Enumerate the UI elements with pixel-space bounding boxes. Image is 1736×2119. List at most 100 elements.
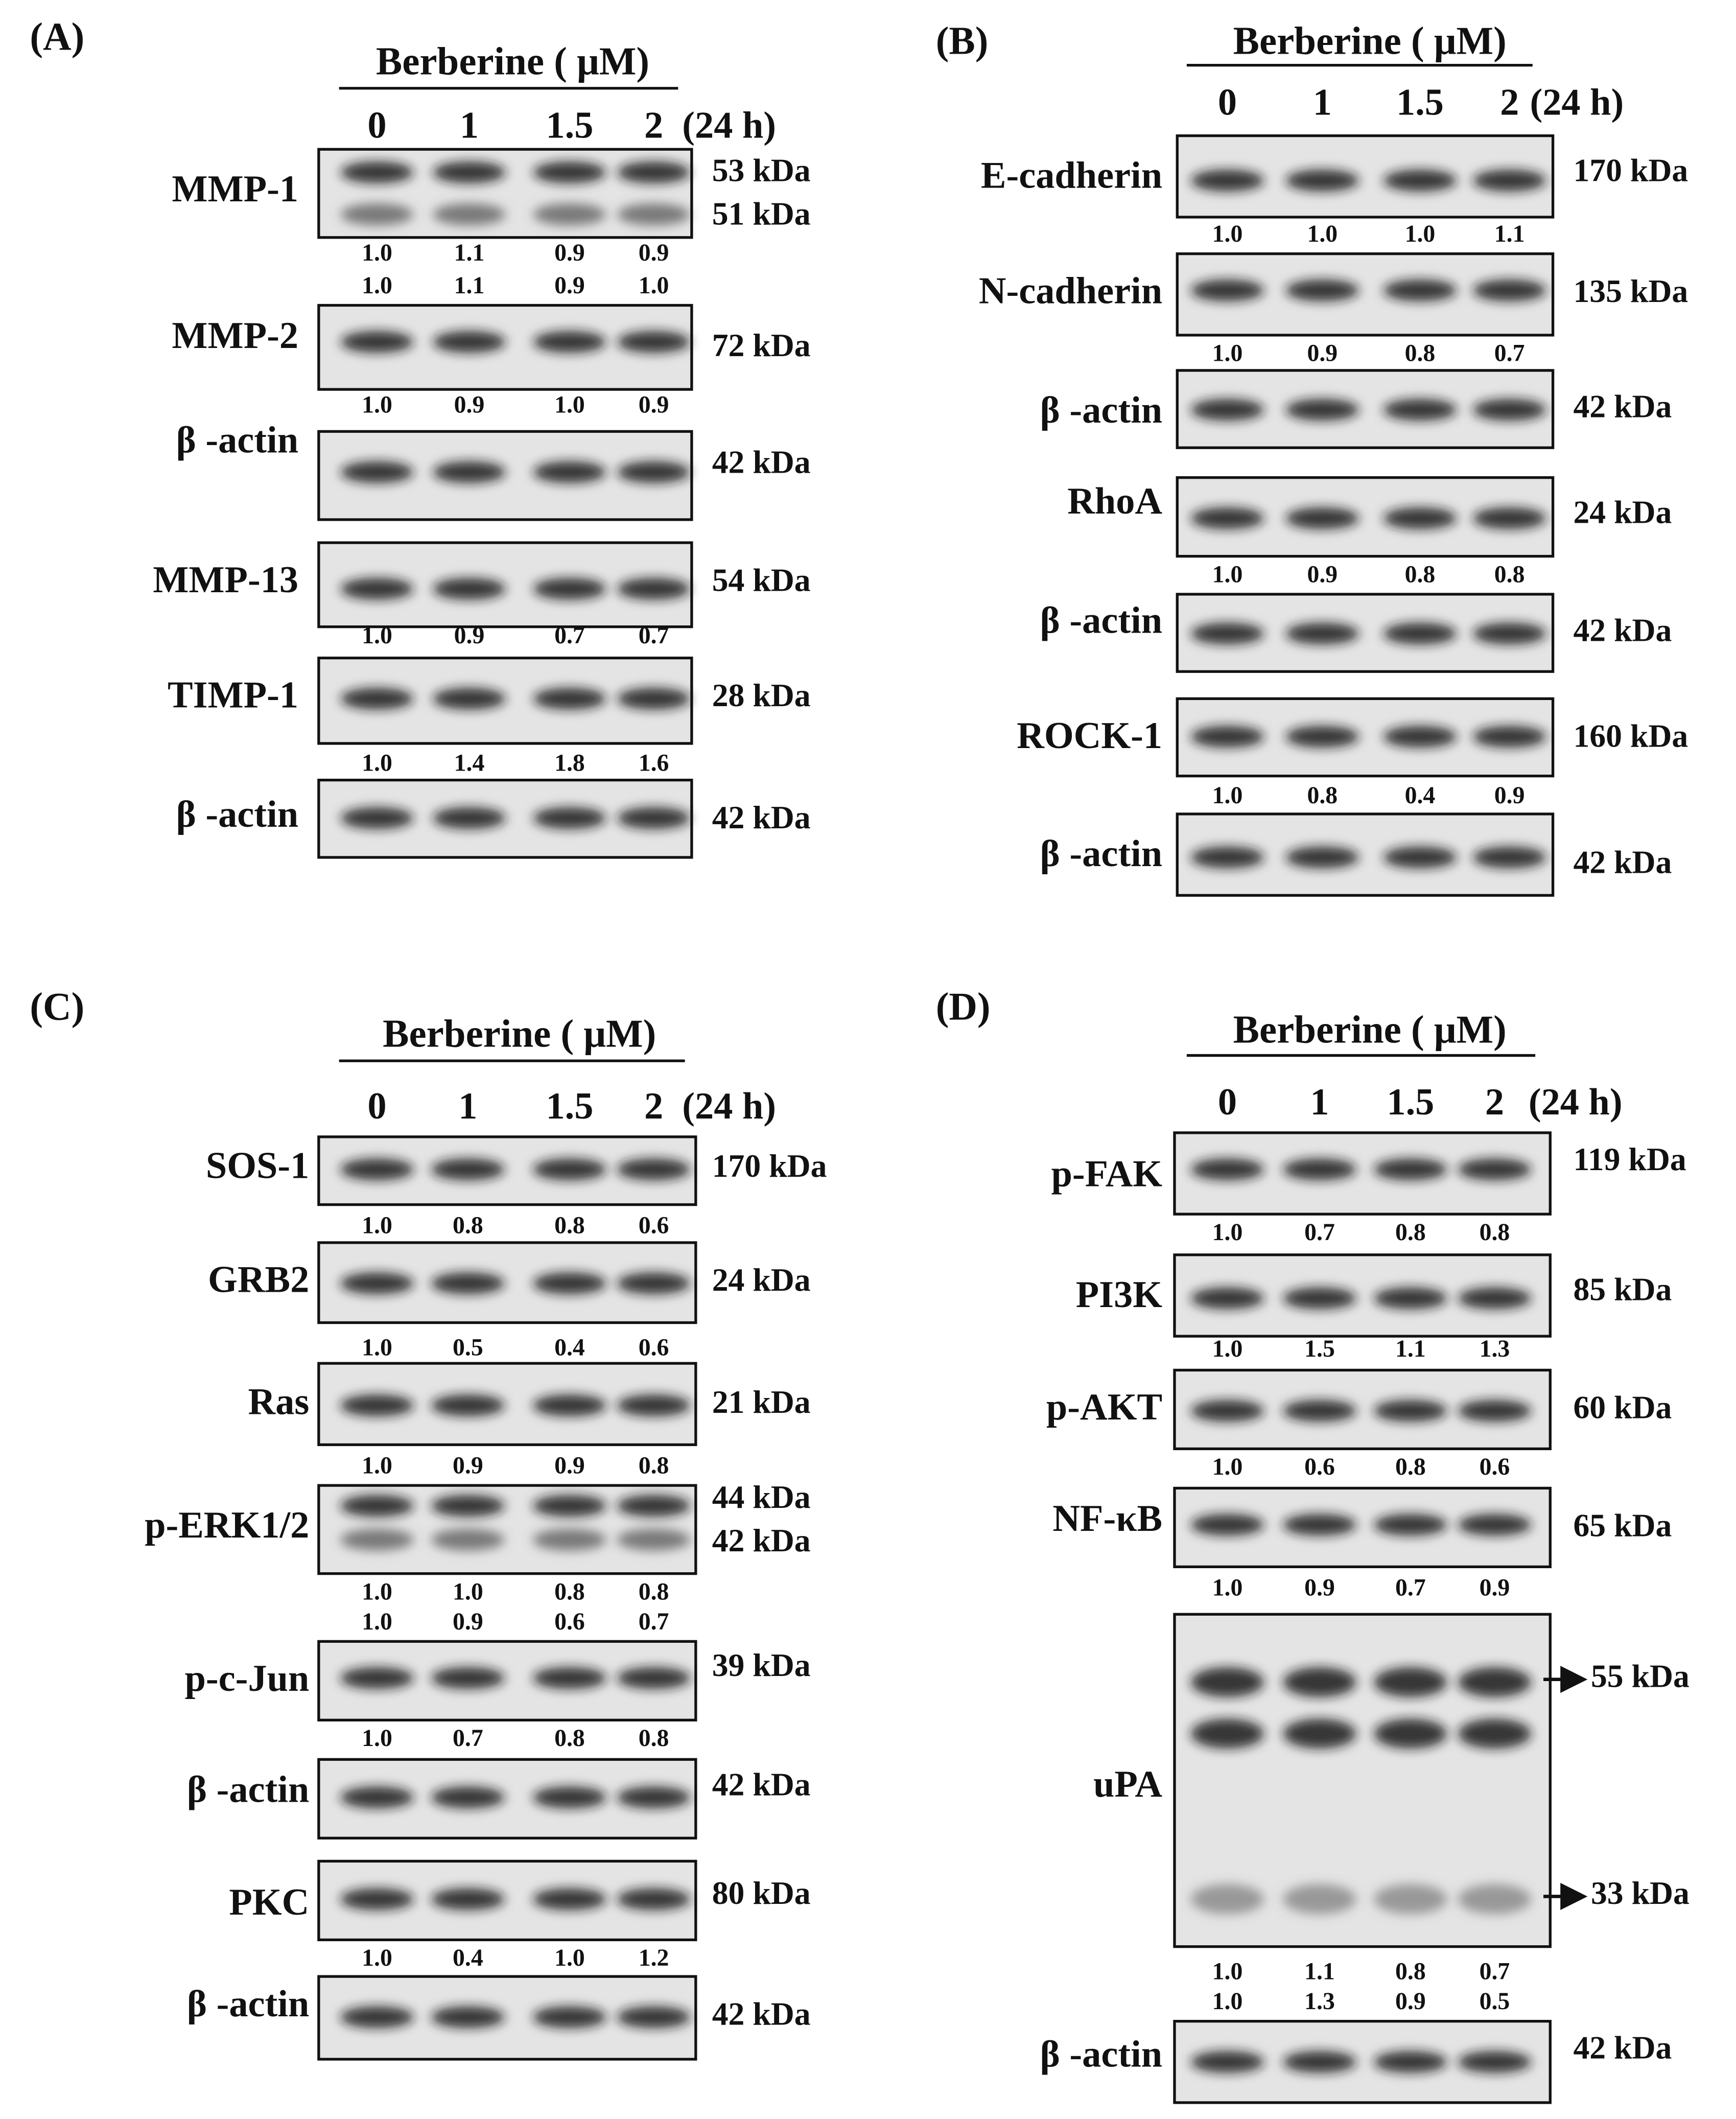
- band: [340, 578, 414, 600]
- molecular-weight: 42 kDa: [1573, 612, 1672, 648]
- blot-frame: [317, 1859, 697, 1942]
- band: [1458, 1718, 1532, 1749]
- density-ratio: 0.9: [1307, 561, 1338, 588]
- density-ratio: 1.0: [362, 1334, 392, 1361]
- blot: [1176, 593, 1555, 673]
- band: [1190, 507, 1264, 529]
- band: [431, 1272, 505, 1294]
- time-label: (24 h): [682, 1085, 776, 1127]
- band: [1190, 1884, 1264, 1914]
- treatment-header: Berberine ( μM): [1233, 1008, 1507, 1052]
- molecular-weight: 85 kDa: [1573, 1271, 1672, 1308]
- blot-frame: [317, 1241, 697, 1324]
- band: [1472, 846, 1546, 869]
- blot-frame: [317, 148, 693, 239]
- band: [433, 461, 506, 483]
- density-ratio: 0.8: [639, 1452, 669, 1479]
- band: [533, 578, 606, 600]
- band: [1383, 846, 1457, 869]
- band: [340, 461, 414, 483]
- density-ratio: 1.1: [1395, 1335, 1426, 1362]
- blot-frame: [1176, 697, 1555, 778]
- band: [533, 1272, 606, 1294]
- molecular-weight: 170 kDa: [1573, 152, 1688, 189]
- blot: [1176, 812, 1555, 897]
- band: [1190, 1513, 1264, 1536]
- band: [1383, 622, 1457, 645]
- protein-label: β -actin: [176, 794, 298, 835]
- density-ratio: 0.9: [554, 239, 585, 266]
- band: [1458, 1513, 1532, 1536]
- blot: [1176, 369, 1555, 449]
- band: [1458, 1667, 1532, 1697]
- blot-frame: [317, 304, 693, 391]
- blot: [317, 778, 693, 859]
- density-ratio: 0.9: [1307, 340, 1338, 367]
- molecular-weight: 28 kDa: [712, 677, 811, 713]
- band: [1190, 170, 1264, 192]
- blot: [317, 148, 693, 239]
- density-ratio: 1.0: [362, 272, 392, 299]
- band: [1190, 280, 1264, 301]
- molecular-weight: 51 kDa: [712, 196, 811, 232]
- density-ratio: 1.5: [1304, 1335, 1335, 1362]
- blot: [1176, 134, 1555, 219]
- band: [1190, 846, 1264, 869]
- blot: [1173, 1253, 1552, 1338]
- density-ratio: 1.0: [1212, 1335, 1243, 1362]
- density-ratio: 1.0: [639, 272, 669, 299]
- band: [617, 807, 690, 829]
- blot: [317, 1135, 697, 1206]
- band: [433, 807, 506, 829]
- blot: [317, 304, 693, 391]
- density-ratio: 0.8: [1395, 1219, 1426, 1246]
- density-ratio: 1.0: [1212, 220, 1243, 247]
- band: [617, 1158, 691, 1180]
- molecular-weight: 42 kDa: [1573, 388, 1672, 425]
- density-ratio: 0.7: [639, 622, 669, 649]
- molecular-weight: 42 kDa: [712, 444, 811, 480]
- band: [1472, 170, 1546, 192]
- band: [1374, 1287, 1447, 1309]
- band: [1374, 1158, 1447, 1180]
- band: [1190, 726, 1264, 748]
- band: [1374, 1718, 1447, 1749]
- panel-label: (C): [30, 985, 84, 1029]
- molecular-weight: 54 kDa: [712, 562, 811, 598]
- density-ratio: 0.9: [1304, 1574, 1335, 1601]
- blot-frame: [317, 1484, 697, 1575]
- band: [340, 1272, 414, 1294]
- density-ratio: 0.8: [1405, 340, 1436, 367]
- blot: [1176, 252, 1555, 337]
- density-ratio: 0.8: [1480, 1219, 1510, 1246]
- band: [617, 1786, 691, 1808]
- density-ratio: 1.0: [1212, 340, 1243, 367]
- band: [433, 331, 506, 353]
- protein-label: p-AKT: [1046, 1386, 1162, 1428]
- density-ratio: 0.9: [454, 391, 485, 418]
- dose-label: 2: [644, 104, 663, 146]
- band: [1285, 399, 1359, 421]
- dose-label: 1: [1310, 1081, 1329, 1123]
- density-ratio: 1.1: [1304, 1958, 1335, 1985]
- blot-frame: [1176, 252, 1555, 337]
- band: [433, 688, 506, 710]
- blot-frame: [1173, 1486, 1552, 1569]
- molecular-weight: 42 kDa: [712, 799, 811, 835]
- blot: [317, 1484, 697, 1575]
- molecular-weight: 21 kDa: [712, 1384, 811, 1420]
- molecular-weight: 80 kDa: [712, 1875, 811, 1911]
- band: [1374, 1400, 1447, 1422]
- band: [340, 161, 414, 183]
- molecular-weight: 24 kDa: [1573, 494, 1672, 530]
- dose-label: 0: [1218, 81, 1237, 123]
- protein-label: Ras: [248, 1381, 309, 1423]
- band: [533, 1158, 606, 1180]
- band: [340, 1495, 414, 1517]
- density-ratio: 0.8: [554, 1578, 585, 1605]
- density-ratio: 1.4: [454, 749, 485, 776]
- molecular-weight: 65 kDa: [1573, 1507, 1672, 1544]
- density-ratio: 0.4: [453, 1944, 483, 1971]
- dose-label: 2: [644, 1085, 663, 1127]
- blot: [1176, 697, 1555, 778]
